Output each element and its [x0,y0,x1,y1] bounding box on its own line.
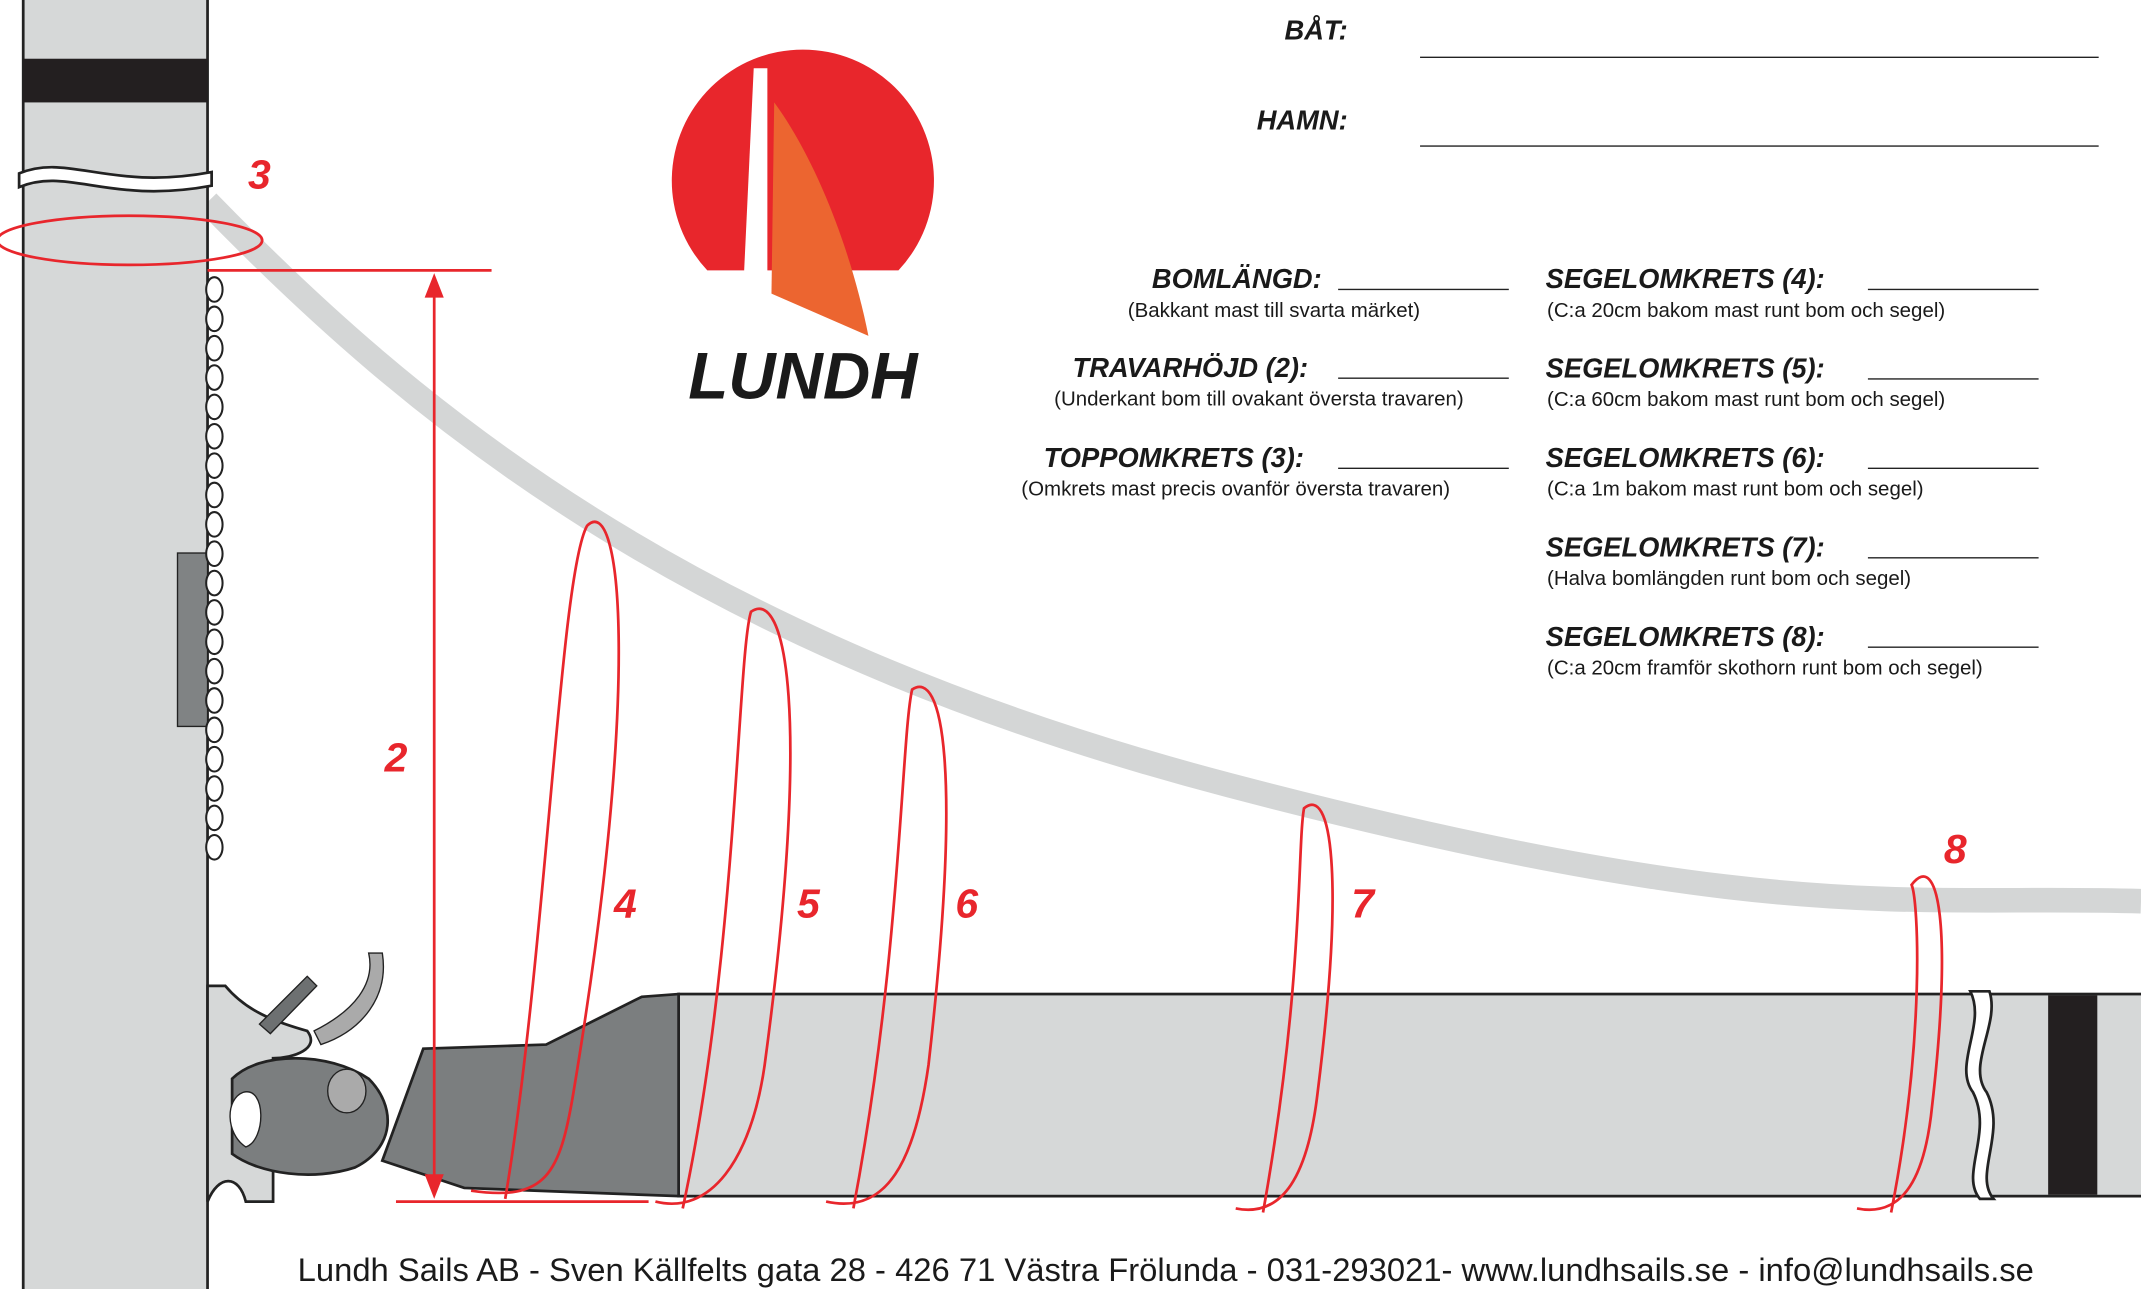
slug [205,833,224,861]
measure-4 [470,520,621,1200]
label-5: 5 [797,881,821,927]
slug [205,657,224,685]
label-3: 3 [248,151,271,197]
measure-description: (Halva bomlängden runt bom och segel) [1547,567,1911,590]
logo: LUNDH [671,49,934,413]
slug [205,452,224,479]
measure-3 [0,214,264,267]
gooseneck-bolt [327,1068,367,1114]
measure-description: (Omkrets mast precis ovanför översta tra… [1021,478,1450,501]
slug [205,364,224,391]
measure-6 [825,685,948,1209]
slug [205,511,224,538]
slug [205,276,224,303]
label-2: 2 [384,734,408,780]
mast-band [23,58,208,103]
boom-end-fitting [380,992,680,1198]
boom [677,992,2141,1198]
slug [205,540,224,568]
slug [205,628,224,656]
measure-label: SEGELOMKRETS (8): [1546,621,1825,652]
mast-break [17,165,214,193]
measurements: BOMLÄNGD: (Bakkant mast till svarta märke… [1021,263,2039,680]
measure-label: BOMLÄNGD: [1152,263,1322,294]
measure-label: SEGELOMKRETS (7): [1546,531,1825,562]
measure-description: (C:a 1m bakom mast runt bom och segel) [1547,478,1924,501]
field-label: HAMN: [1257,105,1348,136]
measure-description: (C:a 20cm framför skothorn runt bom och … [1547,657,1983,680]
slug [205,305,224,333]
slug [205,422,224,450]
label-6: 6 [955,881,978,927]
measure-7 [1235,803,1334,1213]
slug [205,687,224,714]
measure-label: SEGELOMKRETS (6): [1546,442,1825,473]
sail-slugs [205,276,224,861]
gooseneck-hook [313,952,385,1046]
gooseneck-pin [258,975,318,1035]
slug [205,716,224,744]
measure-label: SEGELOMKRETS (4): [1546,263,1825,294]
measure-description: (Bakkant mast till svarta märket) [1128,299,1420,322]
slug [205,481,224,509]
slug [205,393,224,421]
footer: Lundh Sails AB - Sven Källfelts gata 28 … [298,1251,2034,1288]
slug [205,599,224,626]
logo-text: LUNDH [688,340,919,413]
slug [205,334,224,362]
measure-5 [655,607,792,1209]
slug [205,745,224,773]
measure-label: SEGELOMKRETS (5): [1546,353,1825,384]
measure-8 [1856,875,1944,1213]
label-7: 7 [1351,881,1376,927]
gooseneck-hole [229,1091,262,1148]
label-4: 4 [613,881,637,927]
slug [205,804,224,832]
measure-description: (Underkant bom till ovakant översta trav… [1054,388,1464,411]
sail [198,193,2141,914]
measure-label: TOPPOMKRETS (3): [1044,442,1304,473]
mast-block [176,552,209,728]
measure-description: (C:a 20cm bakom mast runt bom och segel) [1547,299,1945,322]
field-label: BÅT: [1285,15,1348,46]
measure-label: TRAVARHÖJD (2): [1073,352,1309,383]
boom-break [1964,989,1997,1201]
label-8: 8 [1944,826,1967,872]
slug [205,775,224,802]
measure-description: (C:a 60cm bakom mast runt bom och segel) [1547,388,1945,411]
slug [205,569,224,597]
boom-band [2048,995,2098,1195]
